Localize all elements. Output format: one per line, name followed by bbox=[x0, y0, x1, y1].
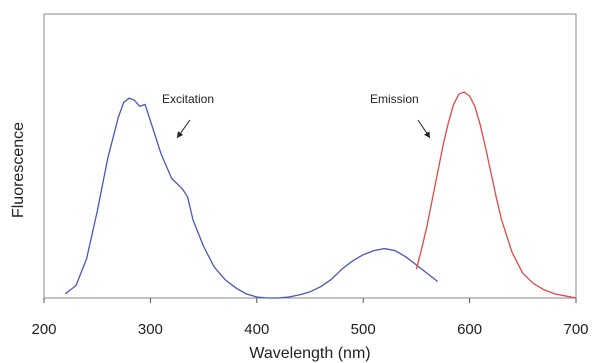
emission-arrowhead bbox=[424, 131, 430, 138]
x-tick-label-300: 300 bbox=[138, 321, 163, 338]
plot-frame bbox=[43, 13, 577, 299]
x-tick-label-700: 700 bbox=[563, 321, 588, 338]
x-tick-label-500: 500 bbox=[351, 321, 376, 338]
x-axis-title: Wavelength (nm) bbox=[249, 345, 370, 362]
y-axis-title: Fluorescence bbox=[10, 122, 27, 218]
x-tick-label-400: 400 bbox=[244, 321, 269, 338]
x-tick-label-600: 600 bbox=[457, 321, 482, 338]
excitation-curve bbox=[64, 97, 439, 299]
x-tick-label-200: 200 bbox=[31, 321, 56, 338]
excitation-label: Excitation bbox=[162, 92, 214, 106]
emission-curve bbox=[415, 91, 577, 299]
excitation-arrowhead bbox=[177, 131, 184, 138]
emission-label: Emission bbox=[370, 92, 419, 106]
